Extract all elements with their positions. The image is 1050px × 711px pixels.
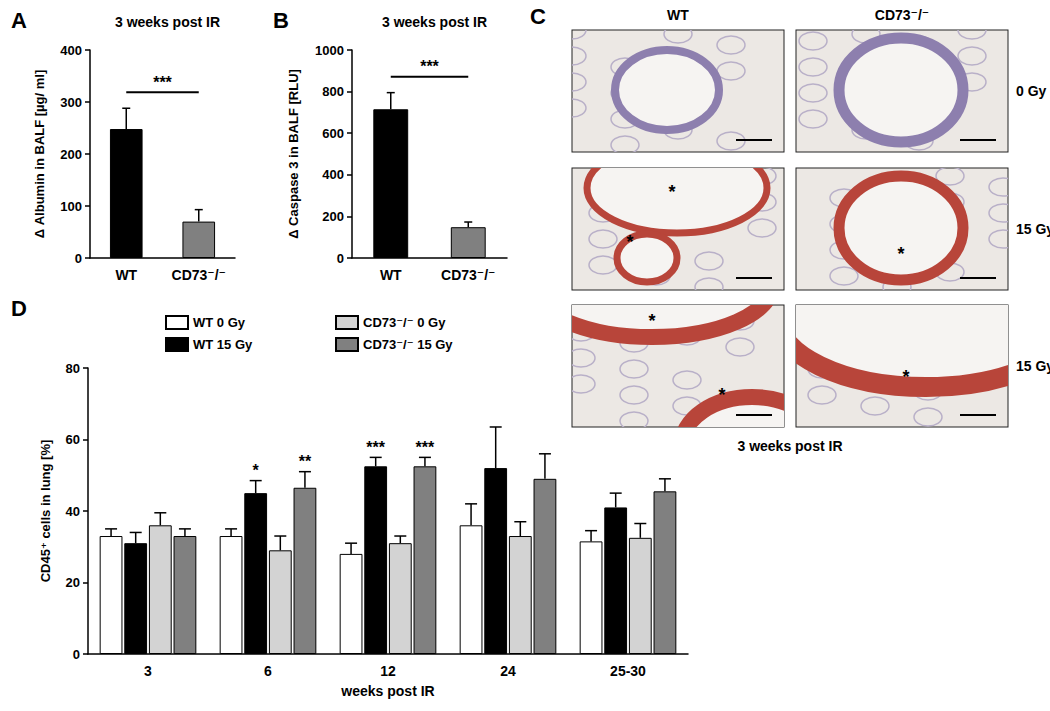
svg-text:100: 100: [60, 199, 82, 214]
svg-text:15 Gy: 15 Gy: [1016, 358, 1050, 374]
svg-text:6: 6: [264, 663, 272, 679]
svg-text:***: ***: [416, 439, 435, 456]
svg-text:800: 800: [322, 84, 344, 99]
svg-text:A: A: [11, 8, 27, 33]
svg-text:WT: WT: [667, 7, 689, 23]
svg-text:200: 200: [322, 209, 344, 224]
svg-text:*: *: [626, 232, 633, 252]
svg-text:1000: 1000: [315, 43, 344, 58]
svg-text:*: *: [902, 367, 909, 387]
svg-text:Δ Albumin in BALF [µg/ ml]: Δ Albumin in BALF [µg/ ml]: [32, 70, 47, 238]
svg-text:20: 20: [66, 575, 80, 590]
svg-text:60: 60: [66, 432, 80, 447]
svg-text:***: ***: [153, 74, 172, 91]
svg-text:WT 0 Gy: WT 0 Gy: [193, 315, 246, 330]
svg-text:B: B: [273, 8, 289, 33]
svg-text:C: C: [530, 4, 546, 29]
svg-text:CD45⁺ cells in lung [%]: CD45⁺ cells in lung [%]: [38, 440, 53, 583]
svg-text:**: **: [299, 453, 312, 470]
svg-text:weeks post IR: weeks post IR: [340, 683, 434, 699]
svg-text:400: 400: [60, 43, 82, 58]
svg-text:0: 0: [73, 647, 80, 662]
svg-text:40: 40: [66, 504, 80, 519]
svg-text:***: ***: [420, 58, 439, 75]
svg-text:3: 3: [144, 663, 152, 679]
svg-text:D: D: [11, 296, 27, 321]
svg-text:0 Gy: 0 Gy: [1016, 83, 1047, 99]
svg-text:15 Gy: 15 Gy: [1016, 221, 1050, 237]
svg-text:3 weeks post IR: 3 weeks post IR: [737, 438, 842, 454]
svg-text:25-30: 25-30: [610, 663, 646, 679]
svg-text:WT 15 Gy: WT 15 Gy: [193, 337, 253, 352]
svg-text:3 weeks post IR: 3 weeks post IR: [382, 14, 487, 30]
svg-text:CD73⁻/⁻: CD73⁻/⁻: [441, 267, 495, 283]
svg-text:80: 80: [66, 361, 80, 376]
svg-text:*: *: [718, 385, 725, 405]
svg-text:WT: WT: [380, 267, 402, 283]
svg-text:3 weeks post IR: 3 weeks post IR: [115, 14, 220, 30]
svg-text:*: *: [648, 311, 655, 331]
svg-text:CD73⁻/⁻: CD73⁻/⁻: [875, 7, 929, 23]
svg-text:CD73⁻/⁻ 15 Gy: CD73⁻/⁻ 15 Gy: [363, 337, 453, 352]
svg-text:CD73⁻/⁻ 0 Gy: CD73⁻/⁻ 0 Gy: [363, 315, 446, 330]
svg-text:***: ***: [366, 439, 385, 456]
svg-text:0: 0: [337, 251, 344, 266]
svg-text:CD73⁻/⁻: CD73⁻/⁻: [172, 267, 226, 283]
svg-text:12: 12: [380, 663, 396, 679]
svg-text:0: 0: [75, 251, 82, 266]
svg-text:WT: WT: [115, 267, 137, 283]
svg-text:600: 600: [322, 126, 344, 141]
svg-text:*: *: [253, 462, 260, 479]
svg-text:400: 400: [322, 167, 344, 182]
svg-text:300: 300: [60, 95, 82, 110]
svg-text:24: 24: [500, 663, 516, 679]
svg-text:Δ Caspase 3 in BALF [RLU]: Δ Caspase 3 in BALF [RLU]: [286, 69, 301, 239]
svg-text:*: *: [897, 244, 904, 264]
svg-text:*: *: [668, 182, 675, 202]
svg-text:200: 200: [60, 147, 82, 162]
